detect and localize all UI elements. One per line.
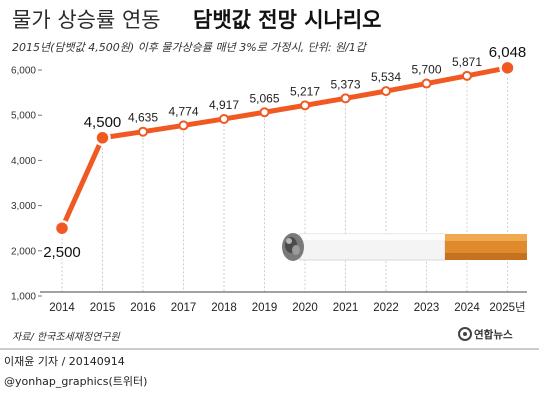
logo-icon [458,327,472,341]
grid-lines [61,73,508,292]
data-point [53,219,71,237]
twitter-handle: @yonhap_graphics(트위터) [4,375,147,388]
data-point [178,120,189,131]
byline: 이재윤 기자 / 20140914 [4,355,125,368]
data-label: 5,871 [452,55,482,69]
data-point [219,113,229,124]
chart-title-light: 물가 상승률 연동 [12,8,161,32]
data-point [421,78,432,89]
x-tick-label: 2015 [90,302,116,314]
data-label: 4,500 [84,114,122,131]
chart-title-bold: 담뱃값 전망 시나리오 [193,8,382,32]
x-tick-label: 2017 [171,302,197,314]
data-point [499,59,516,77]
data-point [462,70,472,81]
data-label: 5,700 [411,63,441,77]
data-label: 4,917 [209,98,239,112]
data-point [259,107,270,118]
y-axis-ticks: 1,000 2,000 3,000 4,000 5,000 6,000 [11,66,42,303]
x-tick-label: 2018 [211,302,237,314]
x-tick-label: 2021 [333,302,359,314]
y-tick-label: 6,000 [11,66,36,77]
data-label: 5,534 [371,70,401,84]
series-line [59,65,510,231]
data-labels: 2,500 4,500 4,635 4,774 4,917 5,065 5,217 5,373… [43,44,526,261]
yonhap-logo: 연합뉴스 [458,327,513,341]
y-tick-label: 4,000 [11,156,36,167]
data-label: 5,217 [290,84,320,98]
data-point [138,126,148,137]
data-label: 4,635 [128,111,158,125]
x-tick-label: 2023 [414,302,440,314]
data-point [94,129,111,147]
data-label: 6,048 [489,44,527,61]
x-tick-label: 2016 [130,302,156,314]
y-tick-label: 1,000 [11,292,36,303]
x-axis-ticks: 2014 2015 2016 2017 2018 2019 2020 2021 2022 2023… [49,301,525,314]
source-note: 자료/ 한국조세재정연구원 [12,331,121,343]
data-label: 5,373 [330,77,360,91]
data-point [381,86,391,97]
data-label: 4,774 [168,104,198,118]
y-tick-label: 3,000 [11,201,36,212]
x-tick-label: 2022 [373,302,399,314]
y-tick-label: 5,000 [11,111,36,122]
x-tick-label: 2025년 [489,301,525,314]
x-tick-label: 2020 [292,302,318,314]
logo-text: 연합뉴스 [474,328,513,341]
data-label: 2,500 [43,244,81,261]
series-polyline [59,65,510,231]
x-tick-label: 2024 [454,302,480,314]
x-tick-label: 2014 [49,302,75,314]
y-tick-label: 2,000 [11,246,36,257]
x-tick-label: 2019 [252,302,278,314]
cigarette-illustration [282,233,527,261]
data-point [300,100,310,111]
series-points [53,59,516,237]
data-point [340,93,351,104]
data-label: 5,065 [249,91,279,105]
chart-subtitle: 2015년(담뱃값 4,500원) 이후 물가상승률 매년 3%로 가정시, 단… [12,41,368,54]
